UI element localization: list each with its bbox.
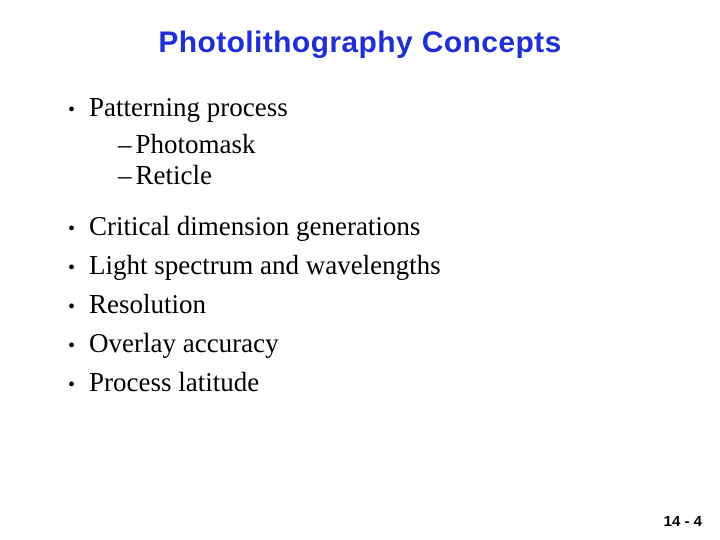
bullet-item-overlay-accuracy: • Overlay accuracy xyxy=(68,328,660,359)
bullet-text: Resolution xyxy=(89,289,206,320)
bullet-text: Process latitude xyxy=(89,367,259,398)
slide-container: Photolithography Concepts • Patterning p… xyxy=(0,0,720,540)
sub-item-reticle: – Reticle xyxy=(118,160,660,191)
bullet-dot-icon: • xyxy=(68,219,75,239)
bullet-dot-icon: • xyxy=(68,297,75,317)
dash-icon: – xyxy=(118,160,132,191)
slide-title: Photolithography Concepts xyxy=(60,26,660,60)
bullet-dot-icon: • xyxy=(68,258,75,278)
bullet-dot-icon: • xyxy=(68,100,75,120)
sub-item-text: Photomask xyxy=(136,129,256,160)
bullet-item-critical-dimension: • Critical dimension generations xyxy=(68,211,660,242)
bullet-text: Patterning process xyxy=(89,92,288,123)
page-number: 14 - 4 xyxy=(664,513,702,530)
dash-icon: – xyxy=(118,129,132,160)
sub-item-text: Reticle xyxy=(136,160,212,191)
bullet-text: Overlay accuracy xyxy=(89,328,279,359)
bullet-item-resolution: • Resolution xyxy=(68,289,660,320)
slide-content: • Patterning process – Photomask – Retic… xyxy=(60,92,660,398)
sub-item-photomask: – Photomask xyxy=(118,129,660,160)
main-bullet-list: • Critical dimension generations • Light… xyxy=(68,211,660,398)
bullet-text: Light spectrum and wavelengths xyxy=(89,250,441,281)
bullet-dot-icon: • xyxy=(68,375,75,395)
bullet-item-patterning: • Patterning process xyxy=(68,92,660,123)
bullet-item-process-latitude: • Process latitude xyxy=(68,367,660,398)
bullet-text: Critical dimension generations xyxy=(89,211,420,242)
bullet-item-light-spectrum: • Light spectrum and wavelengths xyxy=(68,250,660,281)
bullet-dot-icon: • xyxy=(68,336,75,356)
sub-list: – Photomask – Reticle xyxy=(118,129,660,191)
